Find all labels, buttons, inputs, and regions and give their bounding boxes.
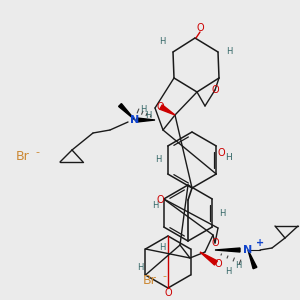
Text: H: H <box>159 242 165 251</box>
Text: H: H <box>159 38 165 46</box>
Text: O: O <box>156 195 164 205</box>
Polygon shape <box>248 250 257 269</box>
Text: H: H <box>226 47 232 56</box>
Text: O: O <box>217 148 225 158</box>
Text: Br: Br <box>16 151 30 164</box>
Text: -: - <box>162 271 166 281</box>
Polygon shape <box>215 248 240 252</box>
Text: H: H <box>145 110 151 119</box>
Text: H: H <box>137 262 143 272</box>
Text: O: O <box>164 288 172 298</box>
Text: H: H <box>152 200 158 209</box>
Text: Br: Br <box>143 274 157 287</box>
Polygon shape <box>118 103 135 120</box>
Polygon shape <box>200 252 218 265</box>
Text: O: O <box>211 85 219 95</box>
Polygon shape <box>160 105 175 115</box>
Text: H: H <box>155 155 161 164</box>
Text: +: + <box>256 238 264 248</box>
Text: H: H <box>140 104 146 113</box>
Text: -: - <box>35 147 39 157</box>
Text: N: N <box>243 245 253 255</box>
Text: H: H <box>225 154 231 163</box>
Text: N: N <box>130 115 140 125</box>
Text: H: H <box>225 268 231 277</box>
Text: O: O <box>156 102 164 112</box>
Polygon shape <box>137 118 155 122</box>
Text: H: H <box>235 260 241 269</box>
Text: O: O <box>211 238 219 248</box>
Text: O: O <box>214 259 222 269</box>
Text: O: O <box>196 23 204 33</box>
Text: H: H <box>219 209 225 218</box>
